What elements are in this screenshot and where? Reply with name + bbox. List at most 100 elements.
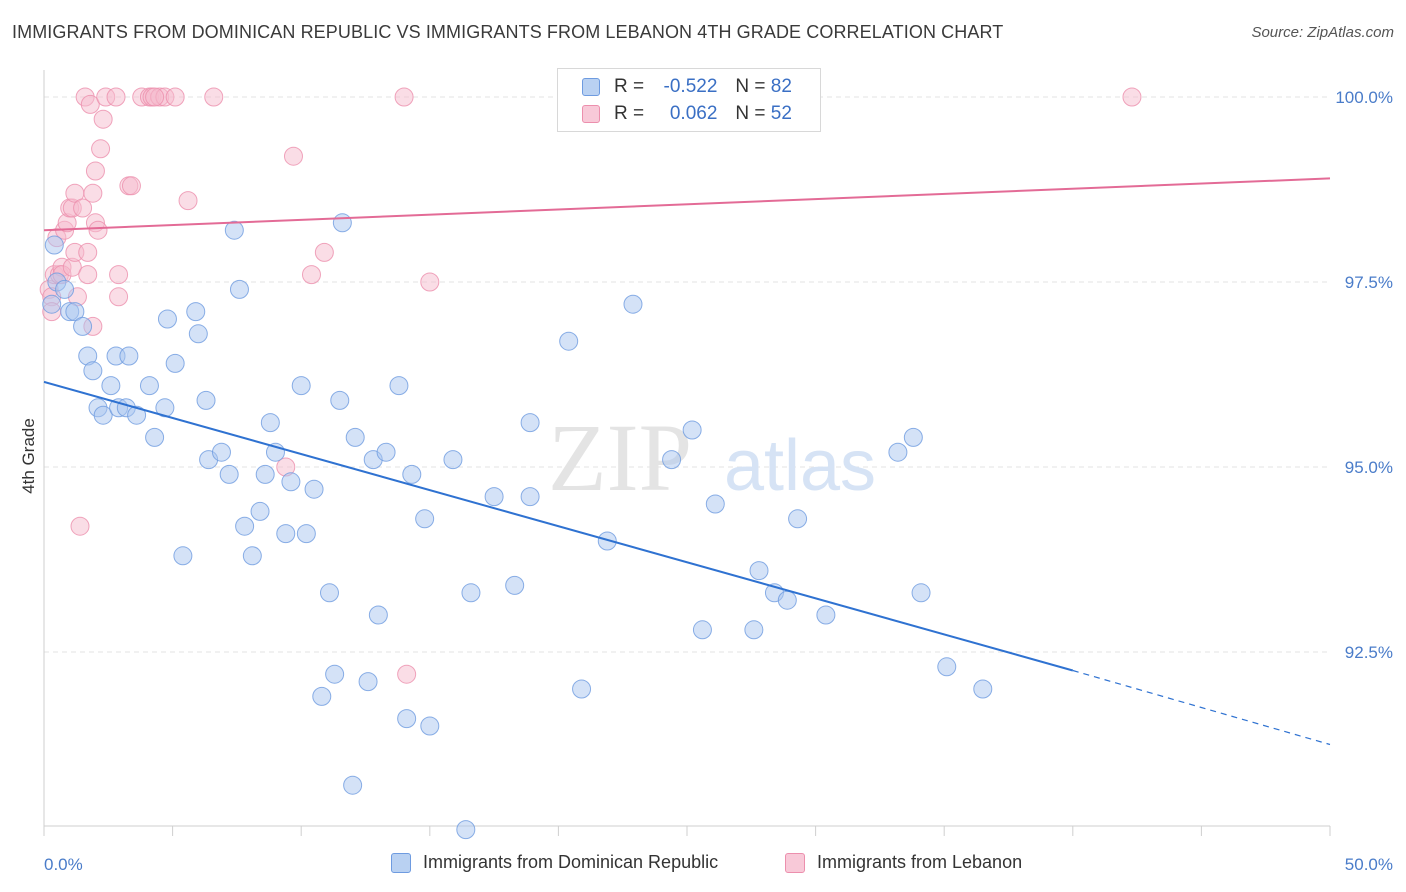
blue-point xyxy=(389,376,409,396)
blue-trend-line xyxy=(43,380,1074,672)
y-tick-label: 92.5% xyxy=(1345,643,1393,662)
legend-n-value: 52 xyxy=(770,103,792,124)
blue-point xyxy=(749,561,769,581)
blue-point xyxy=(520,413,540,433)
legend-swatch-blue xyxy=(582,78,600,96)
blue-point xyxy=(127,405,147,425)
blue-point xyxy=(662,450,682,470)
pink-point xyxy=(420,272,440,292)
blue-point xyxy=(597,531,617,551)
blue-point xyxy=(343,775,363,795)
blue-point xyxy=(250,501,270,521)
blue-point xyxy=(211,442,231,462)
blue-point xyxy=(358,672,378,692)
legend-r-value: 0.062 xyxy=(669,103,718,124)
blue-point xyxy=(692,620,712,640)
blue-point xyxy=(777,590,797,610)
series-label-blue: Immigrants from Dominican Republic xyxy=(423,852,719,872)
pink-point xyxy=(394,87,414,107)
blue-point xyxy=(229,279,249,299)
legend-n-label: N = xyxy=(735,103,766,124)
gridlines xyxy=(44,96,1330,653)
pink-point xyxy=(85,161,105,181)
blue-point xyxy=(145,427,165,447)
blue-point xyxy=(744,620,764,640)
source-label: Source: ZipAtlas.com xyxy=(1251,24,1394,41)
blue-point xyxy=(291,376,311,396)
y-tick-label: 100.0% xyxy=(1335,88,1393,107)
blue-point xyxy=(255,464,275,484)
series-swatch-pink xyxy=(785,852,805,873)
blue-point xyxy=(484,487,504,507)
legend-n-value: 82 xyxy=(770,76,792,97)
series-legend-blue[interactable]: Immigrants from Dominican Republic xyxy=(391,852,718,873)
blue-point xyxy=(224,220,244,240)
legend-r-label: R = xyxy=(614,76,645,97)
blue-point xyxy=(397,709,417,729)
pink-point xyxy=(145,87,165,107)
series-legend-pink[interactable]: Immigrants from Lebanon xyxy=(785,852,1022,873)
blue-point xyxy=(788,509,808,529)
blue-point xyxy=(83,361,103,381)
stats-legend: R = -0.522 N = 82 R = 0.062 N = 52 xyxy=(557,68,821,132)
pink-point xyxy=(70,516,90,536)
x-tick-label: 50.0% xyxy=(1345,855,1393,874)
pink-series-points xyxy=(39,87,1142,684)
chart-title: IMMIGRANTS FROM DOMINICAN REPUBLIC VS IM… xyxy=(12,22,1004,42)
blue-point xyxy=(505,575,525,595)
pink-point xyxy=(121,176,141,196)
pink-point xyxy=(109,265,129,285)
blue-point xyxy=(345,427,365,447)
pink-point xyxy=(73,198,93,218)
pink-point xyxy=(301,265,321,285)
blue-series-points xyxy=(42,213,993,840)
y-tick-labels: 100.0% 97.5% 95.0% 92.5% xyxy=(1335,88,1393,662)
pink-point xyxy=(283,146,303,166)
pink-point xyxy=(109,287,129,307)
blue-point xyxy=(461,583,481,603)
pink-point xyxy=(91,139,111,159)
x-tick-label: 0.0% xyxy=(44,855,83,874)
blue-point xyxy=(973,679,993,699)
y-tick-label: 95.0% xyxy=(1345,458,1393,477)
blue-point xyxy=(196,390,216,410)
series-swatch-blue xyxy=(391,852,411,873)
y-axis-label: 4th Grade xyxy=(19,418,38,494)
blue-point xyxy=(42,294,62,314)
pink-point xyxy=(80,94,100,114)
blue-point xyxy=(937,657,957,677)
blue-point xyxy=(376,442,396,462)
blue-point xyxy=(623,294,643,314)
watermark-atlas: atlas xyxy=(724,426,876,506)
blue-point xyxy=(415,509,435,529)
legend-n-label: N = xyxy=(735,76,766,97)
axes xyxy=(43,70,1331,836)
pink-point xyxy=(397,664,417,684)
x-tick-labels: 0.0% 50.0% xyxy=(44,855,1393,874)
blue-point xyxy=(219,464,239,484)
pink-point xyxy=(88,220,108,240)
blue-point xyxy=(242,546,262,566)
blue-point xyxy=(456,820,476,840)
pink-point xyxy=(314,242,334,262)
blue-point xyxy=(188,324,208,344)
pink-point xyxy=(78,242,98,262)
blue-point xyxy=(559,331,579,351)
blue-point xyxy=(332,213,352,233)
pink-point xyxy=(106,87,126,107)
legend-r-label: R = xyxy=(614,103,645,124)
blue-point xyxy=(330,390,350,410)
blue-point xyxy=(157,309,177,329)
trend-lines xyxy=(43,177,1331,746)
pink-point xyxy=(93,109,113,129)
blue-point xyxy=(296,524,316,544)
pink-point xyxy=(204,87,224,107)
pink-point xyxy=(165,87,185,107)
blue-point xyxy=(520,487,540,507)
pink-point xyxy=(178,191,198,211)
legend-row-pink: R = 0.062 N = 52 xyxy=(582,102,792,126)
blue-point xyxy=(911,583,931,603)
series-label-pink: Immigrants from Lebanon xyxy=(817,852,1023,872)
blue-point xyxy=(139,376,159,396)
